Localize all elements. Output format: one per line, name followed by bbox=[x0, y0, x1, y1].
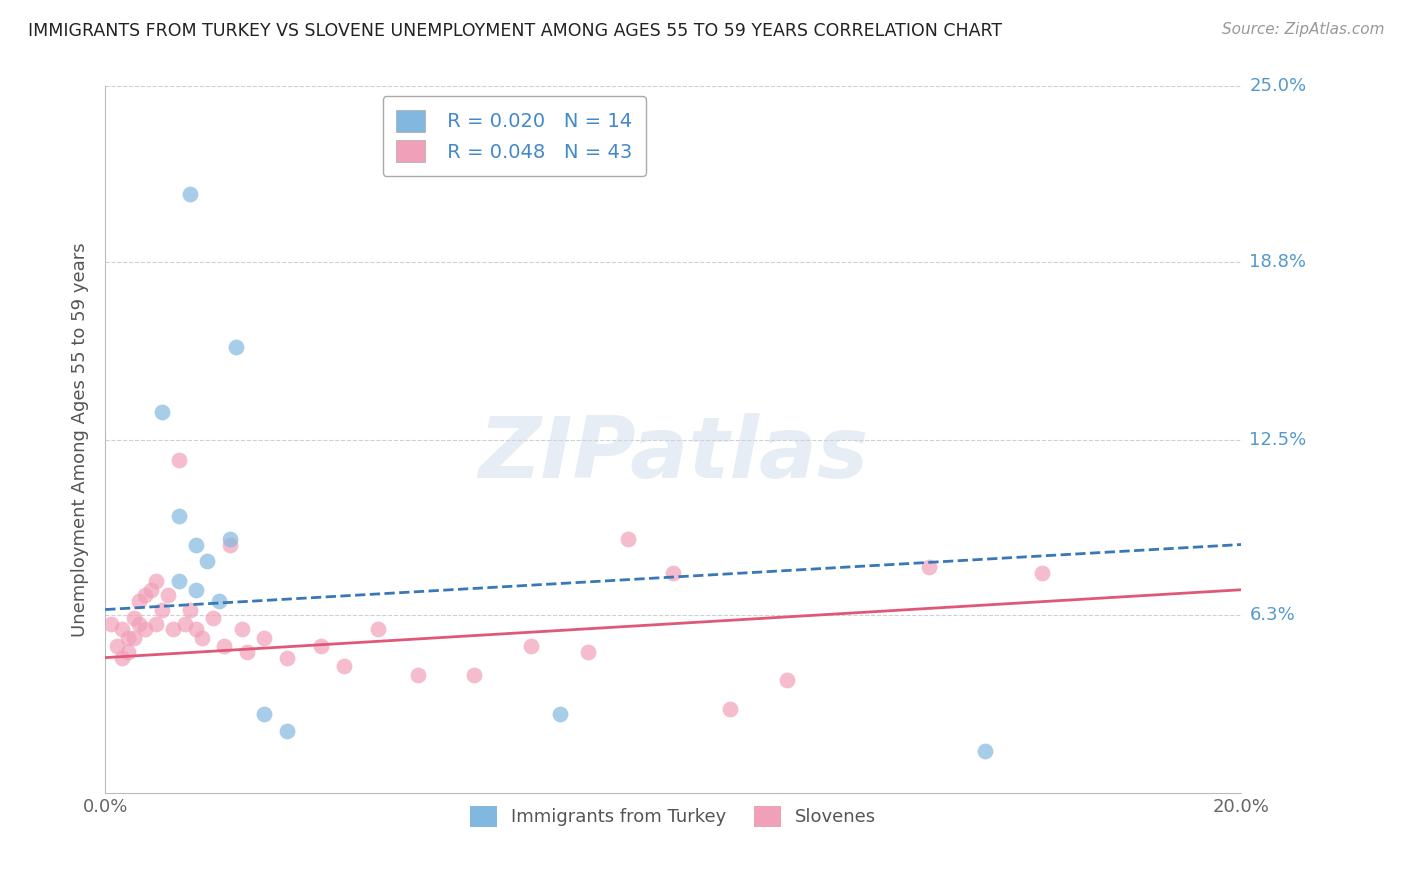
Point bbox=[662, 566, 685, 580]
Point bbox=[309, 640, 332, 654]
Point bbox=[111, 623, 134, 637]
Text: 6.3%: 6.3% bbox=[1250, 607, 1295, 624]
Point bbox=[332, 659, 354, 673]
Point bbox=[100, 616, 122, 631]
Point bbox=[219, 537, 242, 551]
Text: 25.0%: 25.0% bbox=[1250, 78, 1306, 95]
Point bbox=[139, 582, 162, 597]
Point bbox=[225, 340, 247, 354]
Point bbox=[184, 623, 207, 637]
Point bbox=[134, 623, 156, 637]
Point bbox=[197, 554, 219, 568]
Point bbox=[122, 631, 145, 645]
Point bbox=[134, 589, 156, 603]
Point bbox=[167, 452, 190, 467]
Point bbox=[1031, 566, 1053, 580]
Point bbox=[253, 707, 276, 722]
Point bbox=[276, 724, 298, 739]
Point bbox=[105, 640, 128, 654]
Point bbox=[616, 532, 638, 546]
Point bbox=[184, 537, 207, 551]
Point bbox=[974, 744, 997, 758]
Point bbox=[367, 623, 389, 637]
Legend: Immigrants from Turkey, Slovenes: Immigrants from Turkey, Slovenes bbox=[463, 798, 883, 834]
Point bbox=[179, 602, 201, 616]
Point bbox=[190, 631, 212, 645]
Point bbox=[253, 631, 276, 645]
Point bbox=[208, 594, 231, 608]
Point bbox=[173, 616, 195, 631]
Text: IMMIGRANTS FROM TURKEY VS SLOVENE UNEMPLOYMENT AMONG AGES 55 TO 59 YEARS CORRELA: IMMIGRANTS FROM TURKEY VS SLOVENE UNEMPL… bbox=[28, 22, 1002, 40]
Point bbox=[117, 645, 139, 659]
Point bbox=[167, 574, 190, 589]
Point bbox=[219, 532, 242, 546]
Point bbox=[776, 673, 799, 688]
Text: 18.8%: 18.8% bbox=[1250, 252, 1306, 271]
Text: 12.5%: 12.5% bbox=[1250, 431, 1306, 449]
Point bbox=[520, 640, 543, 654]
Point bbox=[179, 186, 201, 201]
Point bbox=[276, 650, 298, 665]
Point bbox=[150, 602, 173, 616]
Point bbox=[184, 582, 207, 597]
Point bbox=[167, 509, 190, 524]
Point bbox=[576, 645, 599, 659]
Point bbox=[406, 667, 429, 681]
Point bbox=[128, 616, 150, 631]
Text: ZIPatlas: ZIPatlas bbox=[478, 412, 869, 496]
Point bbox=[145, 616, 167, 631]
Point bbox=[463, 667, 485, 681]
Point bbox=[128, 594, 150, 608]
Point bbox=[918, 560, 941, 574]
Point bbox=[236, 645, 259, 659]
Point bbox=[202, 611, 225, 625]
Point bbox=[214, 640, 236, 654]
Point bbox=[145, 574, 167, 589]
Point bbox=[718, 701, 741, 715]
Y-axis label: Unemployment Among Ages 55 to 59 years: Unemployment Among Ages 55 to 59 years bbox=[72, 243, 89, 637]
Point bbox=[156, 589, 179, 603]
Point bbox=[548, 707, 571, 722]
Point bbox=[150, 404, 173, 418]
Point bbox=[111, 650, 134, 665]
Point bbox=[162, 623, 184, 637]
Text: Source: ZipAtlas.com: Source: ZipAtlas.com bbox=[1222, 22, 1385, 37]
Point bbox=[117, 631, 139, 645]
Point bbox=[231, 623, 253, 637]
Point bbox=[122, 611, 145, 625]
